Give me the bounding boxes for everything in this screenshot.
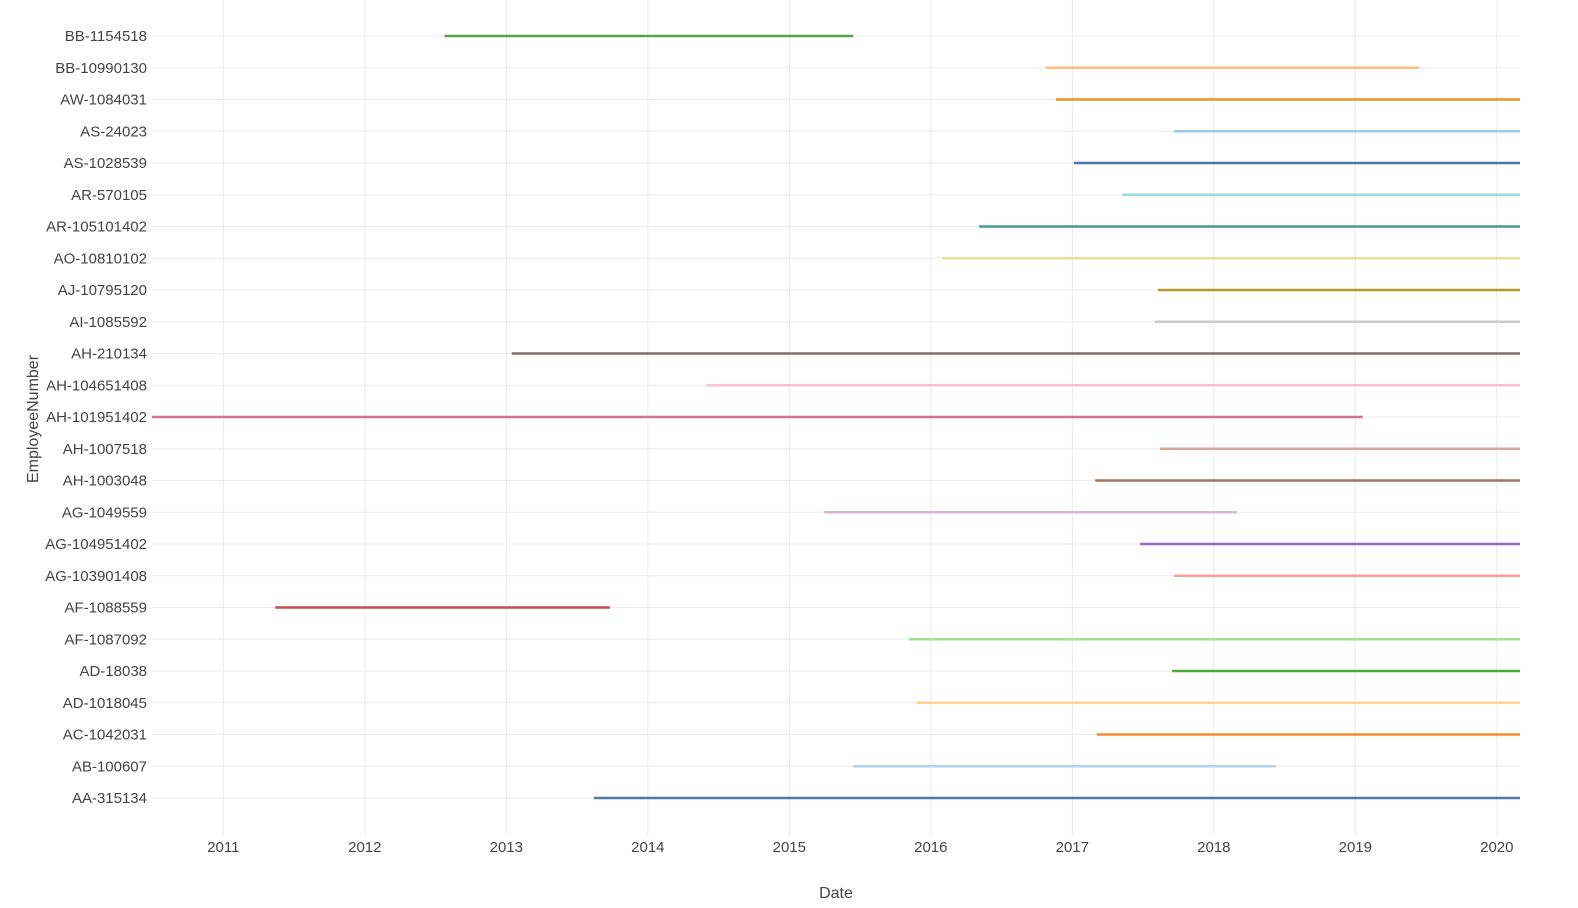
y-tick-label: AI-1085592 — [69, 314, 147, 331]
y-tick-label: AD-1018045 — [63, 695, 147, 712]
x-tick-label: 2013 — [490, 839, 523, 856]
y-tick-label: AH-1007518 — [63, 441, 147, 458]
y-tick-label: AH-104651408 — [46, 377, 147, 394]
y-tick-label: AR-570105 — [71, 187, 147, 204]
x-tick-label: 2015 — [773, 839, 806, 856]
x-tick-label: 2014 — [631, 839, 664, 856]
x-tick-label: 2019 — [1339, 839, 1372, 856]
y-tick-label: AG-103901408 — [45, 568, 147, 585]
y-axis-title: EmployeeNumber — [25, 354, 42, 483]
y-tick-label: BB-10990130 — [55, 60, 147, 77]
x-tick-label: 2018 — [1197, 839, 1230, 856]
y-tick-label: AW-1084031 — [60, 92, 147, 109]
x-tick-label: 2011 — [207, 839, 239, 856]
x-tick-label: 2017 — [1056, 839, 1089, 856]
y-tick-labels: BB-1154518 BB-10990130 AW-1084031 AS-24023 A… — [45, 28, 147, 807]
y-tick-label: BB-1154518 — [65, 28, 147, 45]
y-tick-label: AH-210134 — [71, 346, 147, 363]
y-tick-label: AJ-10795120 — [58, 282, 147, 299]
employee-segments — [152, 34, 1520, 800]
y-tick-label: AF-1087092 — [64, 631, 147, 648]
y-tick-label: AH-101951402 — [46, 409, 147, 426]
y-tick-label: AD-18038 — [79, 663, 147, 680]
y-tick-label: AF-1088559 — [64, 600, 147, 617]
x-axis-title: Date — [819, 885, 853, 902]
y-tick-label: AA-315134 — [72, 790, 147, 807]
y-tick-label: AR-105101402 — [46, 219, 147, 236]
x-tick-labels: 2011 2012 2013 2014 2015 2016 2017 2018 2019 2020 — [207, 839, 1513, 856]
y-tick-label: AS-24023 — [80, 123, 147, 140]
y-tick-label: AG-1049559 — [62, 504, 147, 521]
y-tick-label: AH-1003048 — [63, 473, 147, 490]
y-tick-label: AS-1028539 — [64, 155, 147, 172]
x-tick-label: 2020 — [1480, 839, 1513, 856]
y-tick-label: AC-1042031 — [63, 727, 147, 744]
y-tick-label: AG-104951402 — [45, 536, 147, 553]
x-tick-label: 2012 — [348, 839, 381, 856]
x-tick-label: 2016 — [914, 839, 947, 856]
y-tick-label: AB-100607 — [72, 758, 147, 775]
y-tick-label: AO-10810102 — [54, 250, 147, 267]
